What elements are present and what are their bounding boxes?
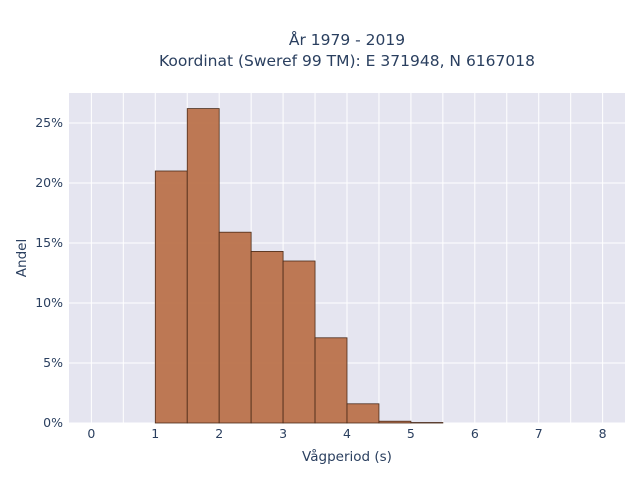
histogram-bar-5	[314, 337, 348, 424]
x-tick-label-4: 4	[343, 426, 351, 441]
x-tick-label-3: 3	[279, 426, 287, 441]
histogram-bar-8	[410, 422, 444, 424]
y-tick-label-5: 25%	[35, 115, 63, 130]
chart-title-line-2: Koordinat (Sweref 99 TM): E 371948, N 61…	[159, 52, 535, 70]
y-tick-labels: 0% 5% 10% 15% 20% 25%	[35, 115, 63, 430]
x-tick-label-5: 5	[407, 426, 415, 441]
histogram-bar-2	[218, 231, 252, 424]
histogram-bar-4	[282, 260, 316, 424]
x-tick-label-1: 1	[151, 426, 159, 441]
histogram-bar-1	[186, 108, 220, 424]
histogram-bar-0	[154, 170, 188, 424]
chart-title-line-1: År 1979 - 2019	[289, 30, 405, 49]
histogram-bar-6	[346, 403, 380, 424]
x-tick-label-2: 2	[215, 426, 223, 441]
x-gridlines	[90, 93, 604, 423]
x-axis-title: Vågperiod (s)	[302, 448, 392, 465]
x-tick-label-6: 6	[471, 426, 479, 441]
y-tick-label-1: 5%	[43, 355, 63, 370]
x-tick-label-0: 0	[87, 426, 95, 441]
y-tick-label-3: 15%	[35, 235, 63, 250]
histogram-bars	[154, 108, 444, 424]
x-tick-labels: 0 1 2 3 4 5 6 7 8	[87, 426, 606, 441]
x-tick-label-7: 7	[535, 426, 543, 441]
histogram-bar-7	[378, 420, 412, 424]
y-tick-label-4: 20%	[35, 175, 63, 190]
y-tick-label-0: 0%	[43, 415, 63, 430]
x-tick-label-8: 8	[599, 426, 607, 441]
histogram-bar-3	[250, 250, 284, 424]
y-tick-label-2: 10%	[35, 295, 63, 310]
y-axis-title: Andel	[14, 239, 30, 277]
